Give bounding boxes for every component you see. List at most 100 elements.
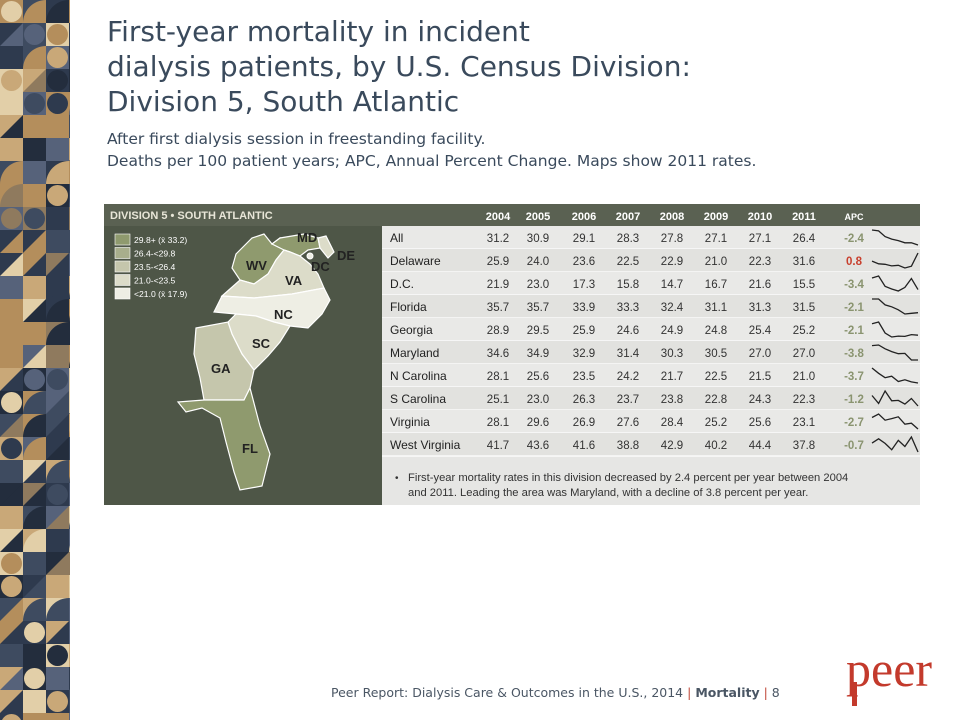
mosaic-arc: [46, 0, 69, 23]
mosaic-arc: [69, 545, 70, 552]
sparkline: [871, 344, 918, 361]
sparkline: [871, 321, 919, 338]
data-cell: 28.3: [617, 233, 639, 245]
mosaic-arc: [0, 184, 23, 207]
mosaic-tile: [69, 115, 70, 138]
mosaic-triangle: [0, 368, 23, 391]
header-band: [104, 204, 920, 226]
mosaic-circle: [2, 714, 21, 720]
mosaic-arc: [69, 361, 70, 368]
column-header: 2007: [616, 211, 640, 223]
table-note: • First-year mortality rates in this div…: [395, 472, 848, 499]
mosaic-arc: [23, 414, 46, 437]
mosaic-arc: [69, 476, 70, 483]
data-cell: 33.9: [573, 302, 595, 314]
data-cell: 14.7: [661, 279, 683, 291]
mortality-table: 2004 2005 2006 2007 2008 2009 2010 2011 APC All 3…: [382, 211, 920, 505]
apc-cell: -2.7: [844, 417, 864, 429]
apc-cell: -1.2: [844, 394, 864, 406]
mosaic-arc: [0, 161, 23, 184]
data-cell: 24.8: [705, 325, 727, 337]
mosaic-tile: [23, 276, 46, 299]
legend-label: <21.0 (x̄ 17.9): [134, 289, 187, 299]
mosaic-tile: [69, 322, 70, 345]
table-row: [382, 387, 920, 410]
column-header: 2006: [572, 211, 596, 223]
data-cell: 42.9: [661, 440, 683, 452]
data-cell: 35.7: [527, 302, 549, 314]
legend-swatch: [114, 260, 131, 273]
mosaic-tile: [23, 161, 46, 184]
data-cell: 24.3: [749, 394, 771, 406]
mosaic-arc: [23, 529, 46, 552]
legend-label: 23.5-<26.4: [134, 262, 176, 272]
mosaic-triangle: [69, 391, 70, 414]
column-header: 2010: [748, 211, 772, 223]
mosaic-tile: [0, 345, 23, 368]
data-cell: 31.1: [705, 302, 727, 314]
mosaic-tile: [46, 529, 69, 552]
data-cell: 23.8: [661, 394, 683, 406]
mosaic-tile: [69, 506, 70, 529]
footer-report-title: Peer Report: Dialysis Care & Outcomes in…: [331, 685, 684, 700]
data-cell: 27.1: [749, 233, 771, 245]
data-cell: 28.1: [487, 417, 509, 429]
apc-cell: -3.8: [844, 348, 864, 360]
mosaic-arc: [23, 322, 46, 345]
mosaic-circle: [47, 277, 68, 298]
label-ga: GA: [211, 361, 231, 376]
mosaic-tile: [69, 368, 70, 391]
data-cell: 41.6: [573, 440, 595, 452]
legend-swatch: [114, 287, 131, 300]
mosaic-triangle: [46, 506, 69, 529]
mosaic-tile: [69, 46, 70, 69]
mosaic-circle: [47, 691, 68, 712]
data-cell: 31.2: [487, 233, 509, 245]
mosaic-tile: [69, 184, 70, 207]
mosaic-tile: [69, 552, 70, 575]
data-cell: 25.2: [705, 417, 727, 429]
data-cell: 37.8: [793, 440, 815, 452]
mosaic-tile: [69, 161, 70, 184]
mosaic-triangle: [0, 667, 23, 690]
mosaic-tile: [69, 345, 70, 368]
mosaic-arc: [46, 161, 69, 184]
data-cell: 24.9: [661, 325, 683, 337]
note-bullet: •: [395, 473, 399, 484]
mosaic-tile: [23, 138, 46, 161]
data-cell: 41.7: [487, 440, 509, 452]
mosaic-tile: [23, 713, 46, 720]
mosaic-arc: [46, 322, 69, 345]
row-name: D.C.: [390, 277, 414, 291]
footer-section: Mortality: [695, 685, 760, 700]
decorative-side-strip: [0, 0, 70, 720]
mosaic-tile: [46, 230, 69, 253]
data-cell: 32.9: [573, 348, 595, 360]
data-cell: 22.3: [793, 394, 815, 406]
apc-cell: -3.4: [844, 279, 864, 291]
mosaic-arc: [46, 138, 69, 161]
subtitle-line-1: After first dialysis session in freestan…: [107, 130, 486, 148]
mosaic-arc: [46, 460, 69, 483]
state-de: [317, 235, 335, 259]
row-name: Delaware: [390, 254, 441, 268]
data-cell: 22.8: [705, 394, 727, 406]
mosaic-circle: [1, 392, 22, 413]
sparkline: [871, 413, 919, 430]
mosaic-arc: [23, 437, 46, 460]
mosaic-arc: [23, 506, 46, 529]
mosaic-tile: [0, 46, 23, 69]
mosaic-triangle: [69, 690, 70, 713]
note-line-2: and 2011. Leading the area was Maryland,…: [408, 487, 808, 499]
mosaic-triangle: [23, 230, 46, 253]
data-cell: 27.6: [617, 417, 639, 429]
data-cell: 29.5: [527, 325, 549, 337]
logo-text: peer: [846, 648, 932, 697]
apc-cell: -2.4: [844, 233, 864, 245]
label-md: MD: [297, 230, 317, 245]
sparkline: [871, 275, 919, 292]
table-row: [382, 249, 920, 272]
mosaic-triangle: [46, 552, 69, 575]
data-cell: 29.6: [527, 417, 549, 429]
mosaic-triangle: [46, 621, 69, 644]
